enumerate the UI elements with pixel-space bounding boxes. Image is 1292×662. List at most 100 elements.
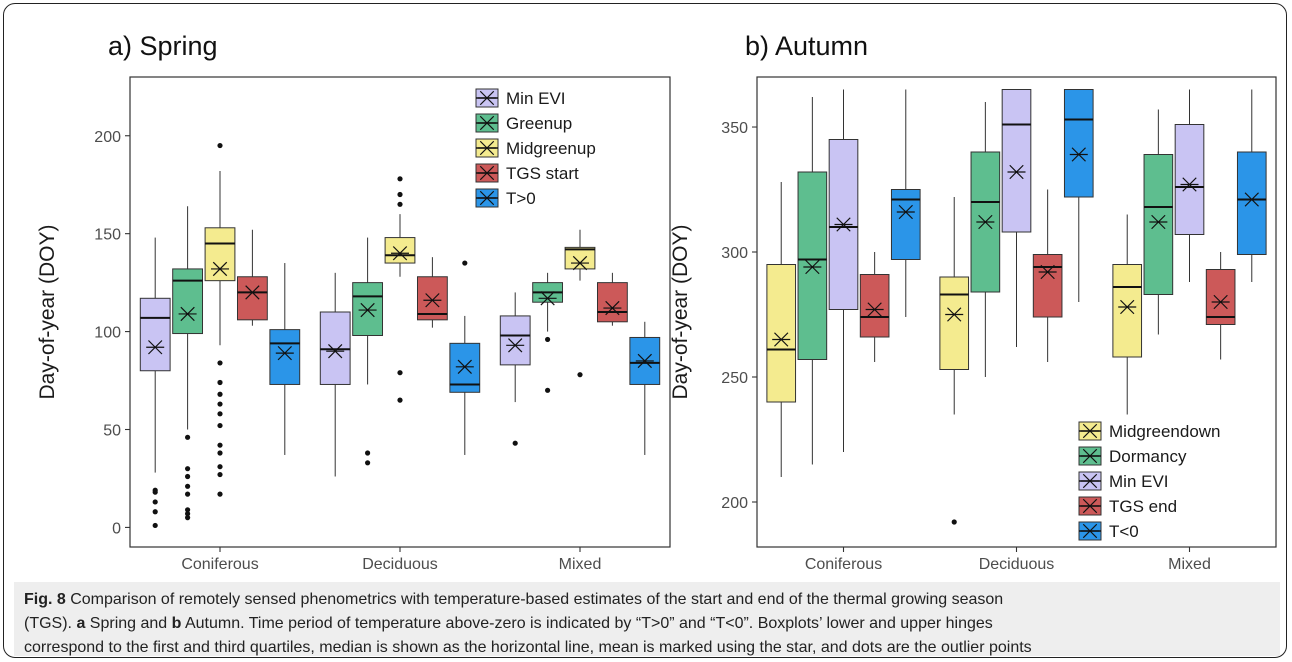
boxplot <box>172 206 204 521</box>
boxplot <box>1205 252 1236 360</box>
box <box>236 276 268 321</box>
box <box>384 237 416 264</box>
mean-marker <box>635 353 654 369</box>
boxplot <box>859 252 890 362</box>
legend-item: Greenup <box>475 113 572 133</box>
mean-marker <box>1007 164 1026 180</box>
legend-star <box>478 90 496 106</box>
mean-marker <box>976 214 995 230</box>
y-axis-label: Day-of-year (DOY) <box>669 224 692 399</box>
boxplot <box>499 292 531 446</box>
chart-title: b) Autumn <box>745 31 868 61</box>
legend-item: TGS start <box>475 163 579 183</box>
mean-marker <box>506 338 525 353</box>
box <box>499 315 531 366</box>
series-min-evi <box>139 237 531 529</box>
series-midgreenup <box>204 142 596 497</box>
box <box>1063 89 1094 198</box>
y-axis-label: Day-of-year (DOY) <box>36 224 59 399</box>
outlier-point <box>397 176 403 182</box>
outlier-point <box>152 522 158 529</box>
mean-marker <box>275 345 294 361</box>
outlier-point <box>365 450 371 456</box>
legend-label: Min EVI <box>1109 472 1169 491</box>
caption-line1: Comparison of remotely sensed phenometri… <box>65 591 1004 608</box>
series-dormancy <box>797 97 1174 465</box>
outlier-point <box>185 507 191 513</box>
outlier-point <box>397 201 403 207</box>
legend-label: Dormancy <box>1109 447 1187 466</box>
outlier-point <box>152 487 158 493</box>
outlier-point <box>217 142 223 149</box>
outlier-point <box>217 422 223 429</box>
boxplot <box>1174 89 1205 282</box>
boxplot <box>384 176 416 403</box>
boxplot <box>1001 89 1032 347</box>
outlier-point <box>217 442 223 448</box>
box <box>1032 254 1063 318</box>
outlier-point <box>397 191 403 198</box>
figure-frame: a) Spring Day-of-year (DOY) 0 50 100 150 200 Co… <box>3 3 1287 658</box>
x-tick-label: Coniferous <box>805 556 882 573</box>
box <box>1112 264 1143 358</box>
caption-line2-c: Autumn. Time period of temperature above… <box>181 615 993 632</box>
box <box>564 246 596 270</box>
y-tick-label: 200 <box>721 495 748 512</box>
legend-item: T>0 <box>475 188 536 208</box>
legend-item: Min EVI <box>1078 471 1169 491</box>
box <box>1174 124 1205 235</box>
legend-item: Min EVI <box>475 88 566 108</box>
box <box>1001 89 1032 233</box>
series-tgs-end <box>859 189 1236 362</box>
y-tick-label: 300 <box>721 245 748 262</box>
x-tick-label: Deciduous <box>979 556 1055 573</box>
outlier-point <box>545 336 551 343</box>
legend: Min EVI Greenup Midgreenup TGS start T>0 <box>475 88 596 208</box>
mean-marker <box>896 204 915 220</box>
outlier-point <box>217 491 223 497</box>
outlier-point <box>217 411 223 417</box>
outlier-point <box>365 460 371 466</box>
series-min-evi <box>828 89 1205 452</box>
box <box>1205 269 1236 325</box>
boxplot <box>532 272 564 393</box>
boxplot <box>139 237 171 529</box>
boxplot <box>319 272 351 477</box>
boxplot <box>629 321 661 455</box>
y-tick-label: 250 <box>721 370 748 387</box>
boxplot <box>1032 189 1063 362</box>
mean-marker <box>1038 264 1057 280</box>
legend-label: Min EVI <box>506 89 566 108</box>
outlier-point <box>185 491 191 497</box>
boxplot <box>236 229 268 326</box>
legend-star <box>1081 423 1099 439</box>
boxplot <box>1143 109 1174 335</box>
outlier-point <box>462 260 468 266</box>
mean-marker <box>571 255 589 271</box>
legend-label: T<0 <box>1109 522 1139 541</box>
mean-marker <box>211 261 229 277</box>
series-greenup <box>172 206 564 521</box>
mean-marker <box>178 306 197 322</box>
outlier-point <box>397 370 403 376</box>
outlier-point <box>217 391 223 397</box>
caption-line3: correspond to the first and third quarti… <box>24 639 1032 656</box>
outlier-point <box>217 360 223 366</box>
legend-label: Midgreenup <box>506 139 596 158</box>
figure-caption: Fig. 8 Comparison of remotely sensed phe… <box>14 582 1280 656</box>
outlier-point <box>217 471 223 478</box>
outlier-point <box>185 434 191 440</box>
outlier-point <box>185 466 191 472</box>
outlier-point <box>512 440 518 446</box>
mean-marker <box>772 332 791 347</box>
outlier-point <box>185 473 191 480</box>
mean-marker <box>423 293 442 308</box>
caption-fig-label: Fig. 8 <box>24 591 66 608</box>
mean-marker <box>391 246 409 261</box>
series-tgs-start <box>236 229 628 328</box>
legend-label: T>0 <box>506 189 536 208</box>
outlier-point <box>545 387 551 393</box>
mean-marker <box>146 340 165 355</box>
y-tick-label: 350 <box>721 120 748 137</box>
boxplot <box>449 260 481 455</box>
